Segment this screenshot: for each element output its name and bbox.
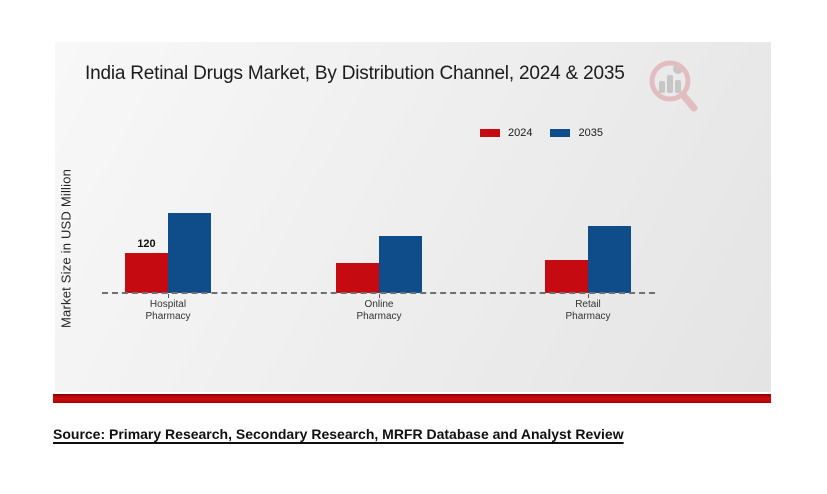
bar-2024-hospital-pharmacy	[125, 253, 168, 293]
bar-2024-online-pharmacy	[336, 263, 379, 293]
plot-area: 120 Hospital Pharmacy Online Pharmacy Retai…	[55, 42, 771, 392]
x-axis-tick	[168, 294, 169, 298]
bar-value-label: 120	[137, 238, 156, 250]
legend: 2024 2035	[480, 127, 603, 139]
legend-label-2024: 2024	[508, 127, 533, 139]
legend-item-2035: 2035	[550, 127, 603, 139]
source-text: Source: Primary Research, Secondary Rese…	[53, 426, 624, 442]
x-axis-category-label: Online Pharmacy	[356, 299, 402, 322]
legend-label-2035: 2035	[578, 127, 603, 139]
x-axis-tick	[588, 294, 589, 298]
bar-2035-retail-pharmacy	[588, 226, 631, 293]
chart-title: India Retinal Drugs Market, By Distribut…	[85, 63, 625, 84]
y-axis-label: Market Size in USD Million	[58, 168, 74, 328]
magnifier-logo-icon	[649, 60, 698, 112]
chart-panel: India Retinal Drugs Market, By Distribut…	[55, 42, 771, 392]
watermark	[643, 54, 703, 116]
x-axis-tick	[379, 294, 380, 298]
legend-swatch-2024	[480, 129, 500, 137]
x-axis-category-label: Retail Pharmacy	[565, 299, 611, 322]
legend-item-2024: 2024	[480, 127, 532, 139]
bottom-red-bar	[53, 394, 771, 403]
x-axis-baseline	[102, 292, 655, 294]
x-axis-category-label: Hospital Pharmacy	[145, 299, 191, 322]
bar-2035-hospital-pharmacy	[168, 213, 211, 293]
bar-2035-online-pharmacy	[379, 236, 422, 293]
bar-2024-retail-pharmacy	[545, 259, 588, 293]
legend-swatch-2035	[550, 129, 571, 137]
